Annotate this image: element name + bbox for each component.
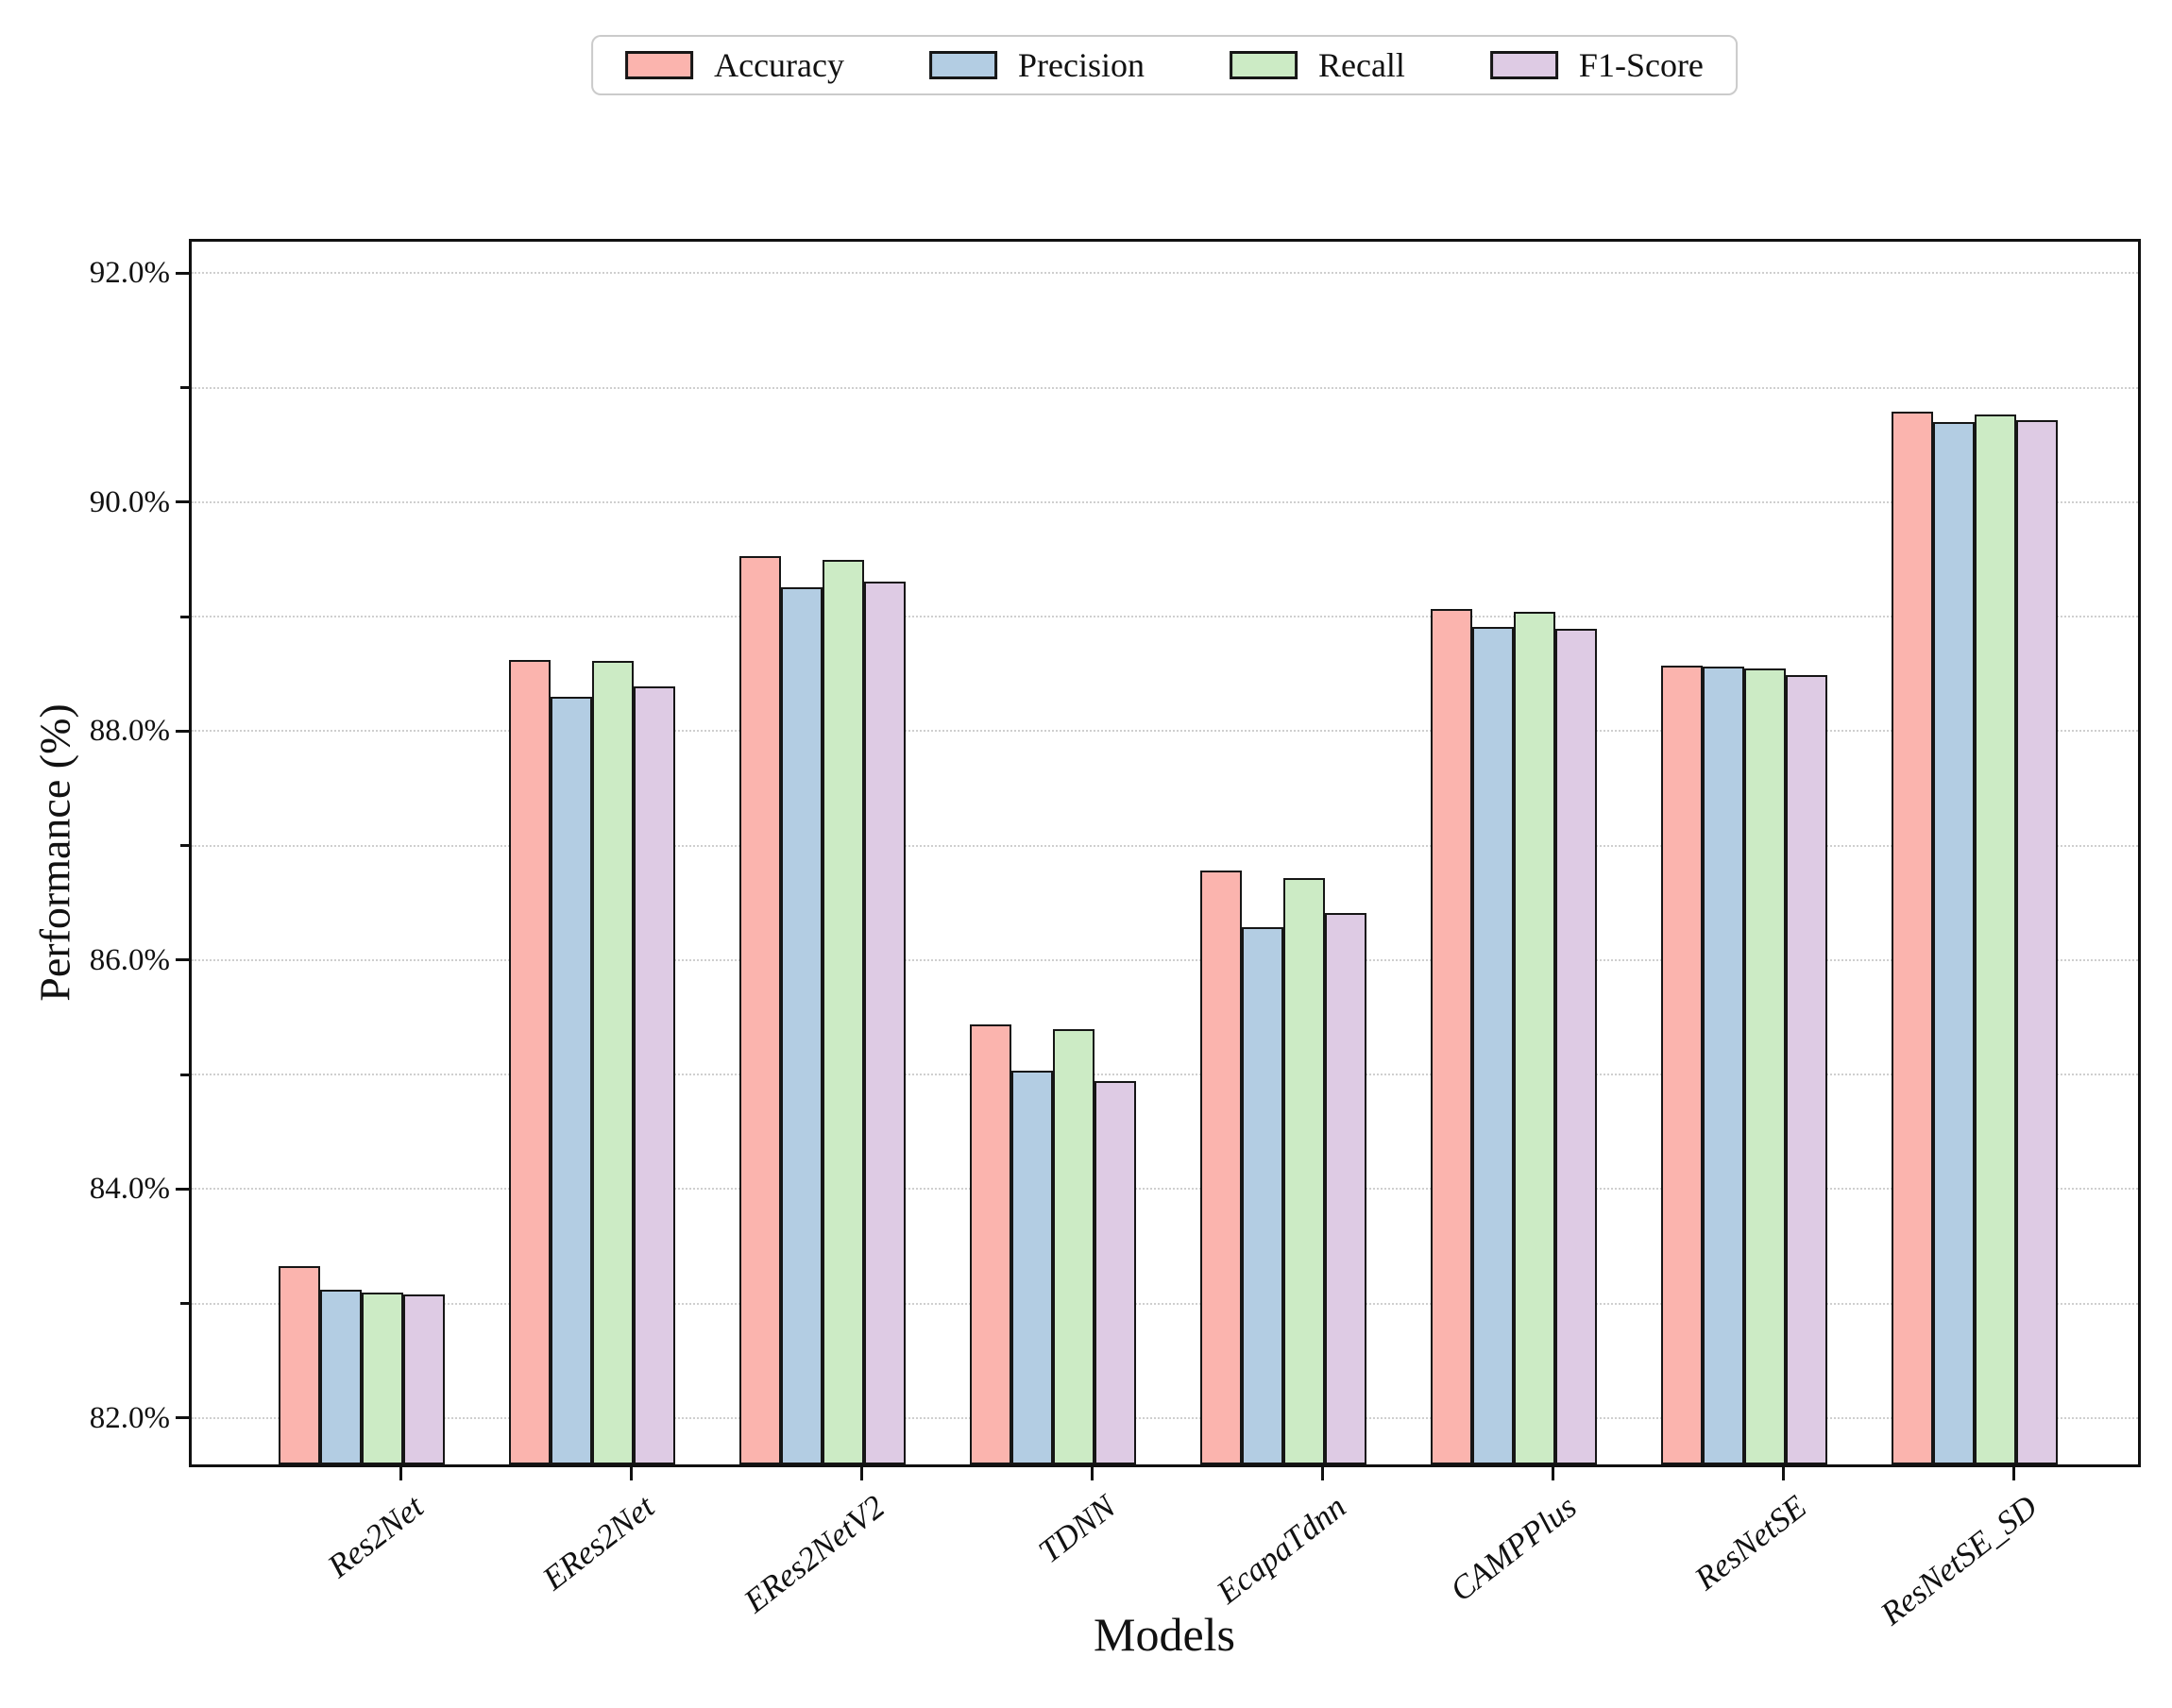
y-minor-tick-83 (180, 1302, 189, 1306)
bar-resnetse-sd-recall (1975, 414, 2016, 1464)
bar-ecapatdnn-accuracy (1200, 871, 1242, 1464)
bar-resnetse-f1-score (1786, 674, 1827, 1464)
gridline-92 (192, 272, 2138, 275)
bar-resnetse-sd-precision (1933, 422, 1975, 1464)
y-tick-label-92: 92.0% (89, 256, 170, 291)
gridline-91 (192, 386, 2138, 389)
x-tick-res2net (399, 1467, 402, 1480)
gridline-86 (192, 958, 2138, 961)
gridline-85 (192, 1074, 2138, 1076)
legend-swatch-accuracy-icon (625, 51, 694, 79)
bar-res2net-accuracy (279, 1265, 320, 1464)
plot-area (189, 239, 2141, 1467)
x-tick-eres2netv2 (859, 1467, 863, 1480)
y-tick-label-82: 82.0% (89, 1400, 170, 1435)
x-tick-label-eres2netv2: ERes2NetV2 (737, 1488, 892, 1620)
x-tick-ecapatdnn (1320, 1467, 1324, 1480)
legend-entry-precision: Precision (928, 45, 1145, 85)
y-minor-tick-85 (180, 1073, 189, 1076)
bar-eres2net-precision (551, 697, 592, 1464)
gridline-83 (192, 1302, 2138, 1305)
bar-tdnn-precision (1011, 1071, 1053, 1464)
x-tick-label-tdnn: TDNN (1030, 1488, 1123, 1571)
y-major-tick-90 (176, 500, 189, 504)
gridline-88 (192, 730, 2138, 733)
bar-eres2net-recall (592, 661, 634, 1464)
legend-entry-f1-score: F1-Score (1489, 45, 1704, 85)
bar-eres2netv2-recall (823, 559, 864, 1464)
bar-ecapatdnn-precision (1242, 926, 1283, 1464)
y-minor-tick-91 (180, 386, 189, 390)
y-major-tick-86 (176, 958, 189, 962)
x-tick-campplus (1551, 1467, 1554, 1480)
x-tick-label-resnetse: ResNetSE (1688, 1488, 1814, 1598)
bar-tdnn-f1-score (1094, 1081, 1136, 1464)
bar-campplus-f1-score (1555, 629, 1597, 1464)
gridline-87 (192, 844, 2138, 847)
gridline-82 (192, 1416, 2138, 1419)
bar-eres2netv2-accuracy (739, 555, 781, 1464)
bar-resnetse-accuracy (1661, 666, 1703, 1464)
x-tick-label-campplus: CAMPPlus (1442, 1488, 1584, 1609)
y-tick-label-90: 90.0% (89, 484, 170, 519)
bar-res2net-f1-score (403, 1294, 445, 1464)
y-axis-title: Performance (%) (30, 703, 79, 1002)
bar-res2net-precision (320, 1290, 362, 1464)
bar-res2net-recall (362, 1292, 403, 1464)
x-tick-resnetse (1781, 1467, 1785, 1480)
y-minor-tick-87 (180, 844, 189, 848)
bar-resnetse-sd-f1-score (2016, 419, 2058, 1464)
bar-eres2netv2-precision (781, 586, 823, 1464)
bar-tdnn-recall (1053, 1028, 1094, 1464)
gridline-90 (192, 500, 2138, 503)
y-minor-tick-89 (180, 615, 189, 618)
y-major-tick-82 (176, 1416, 189, 1420)
x-tick-eres2net (629, 1467, 633, 1480)
x-tick-resnetse-sd (2011, 1467, 2015, 1480)
y-major-tick-88 (176, 729, 189, 733)
bar-resnetse-recall (1744, 668, 1786, 1464)
legend-label-precision: Precision (1017, 46, 1145, 84)
legend: Accuracy Precision Recall F1-Score (591, 35, 1738, 95)
bar-eres2net-accuracy (509, 660, 551, 1464)
gridline-84 (192, 1188, 2138, 1191)
bar-campplus-recall (1514, 612, 1555, 1464)
legend-swatch-precision-icon (928, 51, 997, 79)
x-tick-label-res2net: Res2Net (321, 1488, 432, 1585)
y-major-tick-84 (176, 1187, 189, 1191)
gridline-89 (192, 616, 2138, 618)
y-major-tick-92 (176, 271, 189, 275)
legend-entry-recall: Recall (1229, 45, 1405, 85)
bar-eres2net-f1-score (634, 686, 675, 1464)
legend-entry-accuracy: Accuracy (625, 45, 844, 85)
legend-swatch-f1-score-icon (1489, 51, 1558, 79)
y-tick-label-88: 88.0% (89, 714, 170, 749)
bar-eres2netv2-f1-score (864, 581, 906, 1464)
legend-label-accuracy: Accuracy (714, 46, 844, 84)
x-tick-label-resnetse-sd: ResNetSE_SD (1873, 1488, 2045, 1632)
bar-campplus-accuracy (1431, 608, 1472, 1464)
legend-swatch-recall-icon (1229, 51, 1298, 79)
x-tick-label-ecapatdnn: EcapaTdnn (1209, 1488, 1353, 1612)
x-tick-tdnn (1090, 1467, 1094, 1480)
bar-ecapatdnn-recall (1283, 877, 1325, 1464)
legend-label-recall: Recall (1317, 46, 1405, 84)
x-tick-label-eres2net: ERes2Net (535, 1488, 662, 1598)
y-tick-label-86: 86.0% (89, 942, 170, 977)
x-axis-title: Models (1094, 1608, 1235, 1661)
bar-ecapatdnn-f1-score (1325, 913, 1366, 1464)
bar-resnetse-precision (1703, 667, 1744, 1464)
legend-label-f1-score: F1-Score (1578, 46, 1704, 84)
y-tick-label-84: 84.0% (89, 1172, 170, 1207)
bar-tdnn-accuracy (970, 1023, 1011, 1464)
bar-campplus-precision (1472, 627, 1514, 1464)
bar-resnetse-sd-accuracy (1892, 412, 1933, 1464)
